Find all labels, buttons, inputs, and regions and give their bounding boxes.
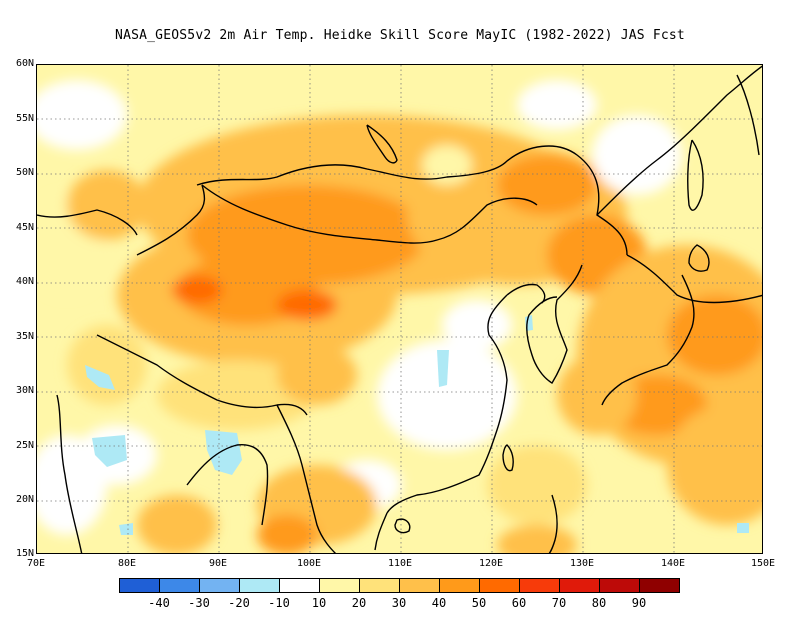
lat-label: 15N — [15, 548, 34, 559]
colorbar-swatch — [279, 578, 320, 593]
lat-label: 35N — [15, 331, 34, 342]
chart-title: NASA_GEOS5v2 2m Air Temp. Heidke Skill S… — [115, 28, 685, 43]
colorbar-tick-label: -40 — [148, 596, 170, 610]
lon-label: 120E — [478, 558, 504, 569]
lat-label: 25N — [15, 440, 34, 451]
colorbar-tick-label: 40 — [431, 596, 447, 610]
lon-label: 130E — [569, 558, 595, 569]
lon-label: 150E — [750, 558, 776, 569]
colorbar-tick-label: 30 — [391, 596, 407, 610]
lon-label: 80E — [117, 558, 137, 569]
colorbar-swatch — [199, 578, 240, 593]
colorbar-tick-label: 20 — [351, 596, 367, 610]
colorbar-tick-label: 10 — [311, 596, 327, 610]
lat-label: 20N — [15, 494, 34, 505]
lon-label: 70E — [26, 558, 46, 569]
colorbar-swatch — [319, 578, 360, 593]
colorbar-tick-label: 80 — [591, 596, 607, 610]
skill-field — [37, 80, 762, 553]
lat-label: 60N — [15, 58, 34, 69]
colorbar-swatch — [479, 578, 520, 593]
colorbar-swatch — [639, 578, 680, 593]
lat-label: 55N — [15, 113, 34, 124]
colorbar-swatch — [159, 578, 200, 593]
lat-label: 50N — [15, 167, 34, 178]
colorbar-tick-label: 90 — [631, 596, 647, 610]
colorbar-swatch — [359, 578, 400, 593]
colorbar-swatch — [519, 578, 560, 593]
colorbar-tick-label: 60 — [511, 596, 527, 610]
map-plot-area — [36, 64, 763, 554]
lat-label: 40N — [15, 276, 34, 287]
lat-label: 30N — [15, 385, 34, 396]
colorbar-swatch — [559, 578, 600, 593]
colorbar-swatch — [239, 578, 280, 593]
colorbar-swatch — [119, 578, 160, 593]
colorbar-swatch — [439, 578, 480, 593]
colorbar-tick-label: 70 — [551, 596, 567, 610]
colorbar-swatch — [399, 578, 440, 593]
coastlines-and-borders — [37, 65, 762, 553]
colorbar-tick-label: -10 — [268, 596, 290, 610]
lon-label: 100E — [296, 558, 322, 569]
colorbar-swatch — [599, 578, 640, 593]
negative-skill-patches — [85, 315, 749, 535]
lon-label: 90E — [208, 558, 228, 569]
colorbar-tick-label: -30 — [188, 596, 210, 610]
colorbar-tick-label: -20 — [228, 596, 250, 610]
lon-label: 110E — [387, 558, 413, 569]
lon-label: 140E — [660, 558, 686, 569]
lat-label: 45N — [15, 222, 34, 233]
colorbar-tick-label: 50 — [471, 596, 487, 610]
skill-score-map — [37, 65, 762, 553]
